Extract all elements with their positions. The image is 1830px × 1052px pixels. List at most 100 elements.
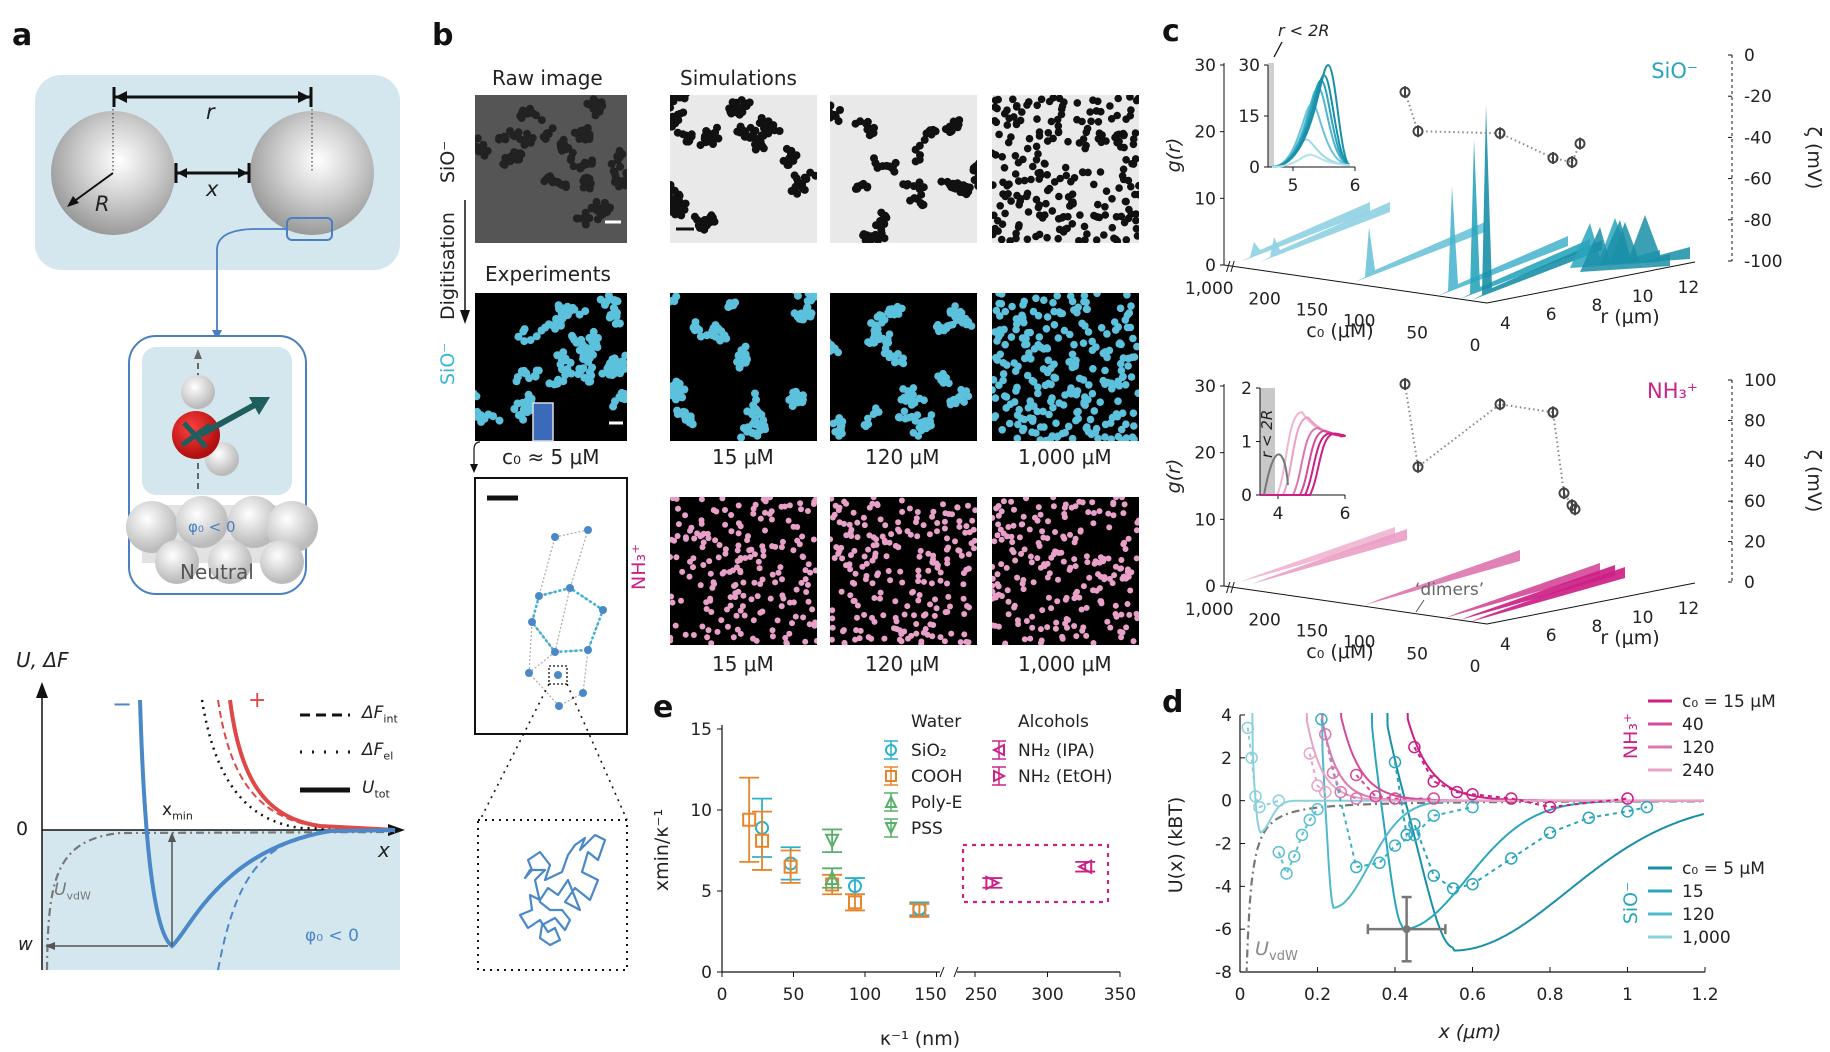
particle xyxy=(1131,129,1139,137)
model-curve xyxy=(1305,713,1704,802)
particle xyxy=(863,117,872,126)
particle xyxy=(1034,150,1042,158)
particle xyxy=(1064,193,1073,201)
particle xyxy=(1020,513,1027,520)
particle xyxy=(906,196,915,205)
particle xyxy=(798,579,805,586)
particle xyxy=(1133,527,1139,534)
legend-entry: c₀ = 5 μM xyxy=(1648,859,1765,879)
particle xyxy=(905,635,911,642)
particle xyxy=(749,429,758,438)
particle xyxy=(906,505,913,512)
r-axis xyxy=(1486,582,1696,625)
marker xyxy=(824,869,840,886)
particle xyxy=(673,410,682,418)
particle xyxy=(1085,381,1093,389)
particle xyxy=(1045,410,1053,419)
particle xyxy=(1129,135,1138,143)
particle xyxy=(1020,334,1028,342)
particle xyxy=(1134,95,1139,103)
particle xyxy=(1008,302,1016,311)
particle xyxy=(1097,107,1105,116)
particle xyxy=(1037,511,1044,518)
particle xyxy=(861,553,868,560)
particle xyxy=(1015,201,1023,209)
particle xyxy=(600,199,609,207)
water-molecule-drawing xyxy=(126,349,318,584)
y-tick-label: 15 xyxy=(690,720,712,740)
particle xyxy=(596,295,605,304)
inset-y-tick-label: 15 xyxy=(1238,107,1260,127)
particle xyxy=(1035,540,1042,546)
particle xyxy=(1052,419,1060,427)
series-nh-etoh- xyxy=(982,875,1003,891)
particle xyxy=(1071,360,1080,369)
particle xyxy=(1106,524,1113,531)
particle xyxy=(537,116,546,125)
particle xyxy=(1117,212,1126,221)
legend-label: 1,000 xyxy=(1682,928,1731,948)
particle xyxy=(586,377,595,386)
particle xyxy=(735,530,742,537)
particle xyxy=(737,607,744,614)
experimental-point xyxy=(1427,775,1440,788)
particle xyxy=(1122,434,1131,441)
particle xyxy=(708,640,715,645)
particle xyxy=(1090,211,1098,220)
particle xyxy=(1047,397,1055,406)
particle xyxy=(1086,108,1094,116)
particle xyxy=(698,221,707,230)
particle xyxy=(1075,374,1084,383)
r-tick-label: 4 xyxy=(1500,635,1511,655)
gr-ridge xyxy=(1355,222,1485,282)
particle xyxy=(778,603,785,610)
particle xyxy=(1047,364,1055,373)
particle xyxy=(1023,101,1031,109)
particle xyxy=(1130,638,1137,645)
marker xyxy=(1569,503,1581,515)
gr-axis-label: g(r) xyxy=(1163,459,1185,494)
r-tick-label: 6 xyxy=(1546,305,1557,325)
particle xyxy=(1072,416,1080,425)
particle xyxy=(709,140,717,148)
particle xyxy=(916,553,923,560)
particle xyxy=(866,504,873,511)
experiments-title: Experiments xyxy=(485,262,611,286)
particle xyxy=(992,413,998,422)
particle xyxy=(993,337,1001,345)
particle xyxy=(1073,99,1082,107)
simulation-snapshot-120uM xyxy=(830,95,977,243)
neutral-caption: Neutral xyxy=(180,560,254,584)
particle xyxy=(753,637,760,644)
gr-ridge xyxy=(1240,202,1370,262)
particle xyxy=(841,641,848,645)
zeta-point xyxy=(1558,487,1570,500)
legend-species-label: NH₃⁺ xyxy=(1620,713,1642,759)
experimental-point xyxy=(1319,728,1332,741)
particle xyxy=(915,597,922,604)
experimental-point xyxy=(1408,828,1421,842)
particle xyxy=(927,601,933,608)
particle xyxy=(570,305,579,314)
particle xyxy=(1018,550,1025,557)
particle xyxy=(757,581,764,587)
particle xyxy=(1078,117,1086,126)
zeta-point xyxy=(1412,460,1424,473)
experimental-point xyxy=(1640,800,1654,814)
particle xyxy=(1115,137,1123,146)
particle xyxy=(682,534,689,541)
particle xyxy=(675,505,681,512)
particle xyxy=(757,515,764,522)
particle xyxy=(881,635,888,642)
particle xyxy=(711,321,720,330)
particle xyxy=(779,576,785,583)
particle xyxy=(1055,95,1064,103)
particle xyxy=(513,373,522,382)
particle xyxy=(943,177,952,186)
xmin-vs-debye-chart: 0 50 100 150 250 300 350 0 5 10 15 κ⁻¹ (nm) xmin/κ⁻¹… xyxy=(651,712,1136,1050)
particle xyxy=(993,505,1000,512)
particle xyxy=(691,535,698,542)
particle xyxy=(566,358,575,367)
c0-tick-label: 100 xyxy=(1343,632,1375,652)
particle xyxy=(1064,212,1072,221)
